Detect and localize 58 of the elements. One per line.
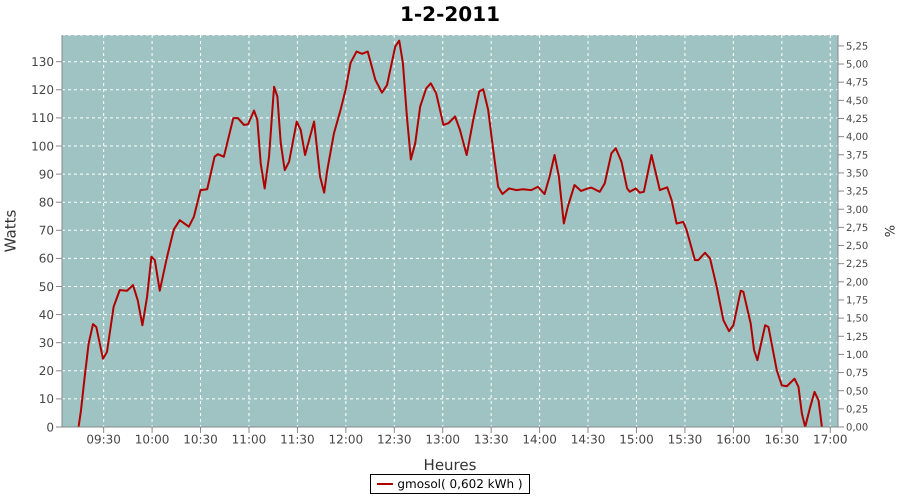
y-tick-label: 100 bbox=[31, 139, 54, 154]
y2-tick-label: 5,25 bbox=[846, 41, 868, 52]
y2-tick-label: 1,50 bbox=[846, 314, 868, 325]
x-tick-label: 14:30 bbox=[570, 432, 606, 447]
y-tick-label: 130 bbox=[31, 54, 54, 69]
x-tick-label: 15:00 bbox=[619, 432, 654, 447]
x-tick-label: 16:30 bbox=[764, 432, 800, 447]
line-series bbox=[78, 40, 823, 427]
legend-label: gmosol( 0,602 kWh ) bbox=[397, 477, 523, 491]
y2-tick-label: 4,00 bbox=[846, 132, 868, 144]
y2-tick-label: 2,00 bbox=[846, 277, 868, 288]
y2-tick-label: 4,25 bbox=[846, 114, 868, 126]
y2-tick-label: 1,75 bbox=[846, 296, 868, 307]
y2-axis-title: % bbox=[884, 224, 899, 238]
x-tick-label: 09:30 bbox=[86, 432, 121, 447]
x-tick-label: 11:00 bbox=[232, 432, 266, 447]
y-tick-label: 10 bbox=[38, 392, 54, 406]
y2-tick-label: 2,25 bbox=[846, 259, 868, 270]
y-tick-label: 110 bbox=[31, 111, 54, 126]
y2-tick-label: 1,00 bbox=[846, 350, 868, 361]
y-tick-label: 90 bbox=[38, 167, 54, 182]
y2-tick-label: 0,75 bbox=[846, 368, 868, 380]
y2-tick-label: 4,75 bbox=[846, 78, 868, 89]
x-tick-label: 10:30 bbox=[183, 432, 218, 447]
y2-tick-label: 0,00 bbox=[846, 422, 868, 434]
x-tick-label: 11:30 bbox=[280, 432, 315, 447]
x-tick-label: 13:00 bbox=[425, 432, 460, 447]
y2-tick-label: 1,25 bbox=[846, 332, 868, 343]
x-tick-label: 16:00 bbox=[716, 432, 751, 447]
y-tick-label: 30 bbox=[38, 336, 54, 350]
x-axis-title: Heures bbox=[424, 456, 477, 474]
y2-tick-label: 2,75 bbox=[846, 222, 868, 234]
y-tick-label: 80 bbox=[38, 195, 54, 210]
y2-tick-label: 2,50 bbox=[846, 241, 868, 252]
y-tick-label: 40 bbox=[38, 308, 54, 322]
x-tick-label: 14:00 bbox=[522, 432, 557, 447]
x-tick-label: 13:30 bbox=[474, 432, 508, 447]
x-tick-label: 15:30 bbox=[668, 432, 702, 447]
y2-tick-label: 4,50 bbox=[846, 96, 868, 107]
y2-tick-label: 0,50 bbox=[846, 386, 868, 398]
y-tick-label: 20 bbox=[38, 364, 54, 378]
x-tick-label: 10:00 bbox=[134, 432, 170, 447]
y2-tick-label: 3,00 bbox=[846, 204, 868, 216]
y2-tick-label: 3,25 bbox=[846, 186, 868, 198]
y-tick-label: 0 bbox=[46, 420, 54, 434]
x-tick-label: 12:00 bbox=[328, 432, 364, 447]
y-tick-label: 70 bbox=[38, 224, 54, 238]
x-tick-label: 12:30 bbox=[377, 432, 412, 447]
y-tick-label: 50 bbox=[38, 280, 54, 294]
y-tick-label: 60 bbox=[38, 252, 54, 266]
y2-tick-label: 0,25 bbox=[846, 404, 868, 416]
y2-tick-label: 3,75 bbox=[846, 150, 868, 162]
chart-title: 1-2-2011 bbox=[398, 2, 502, 26]
y-tick-label: 120 bbox=[31, 83, 54, 98]
y2-tick-label: 3,50 bbox=[846, 168, 868, 180]
y2-tick-label: 5,00 bbox=[846, 60, 868, 71]
y-axis-title: Watts bbox=[1, 210, 20, 252]
x-tick-label: 17:00 bbox=[812, 432, 848, 447]
